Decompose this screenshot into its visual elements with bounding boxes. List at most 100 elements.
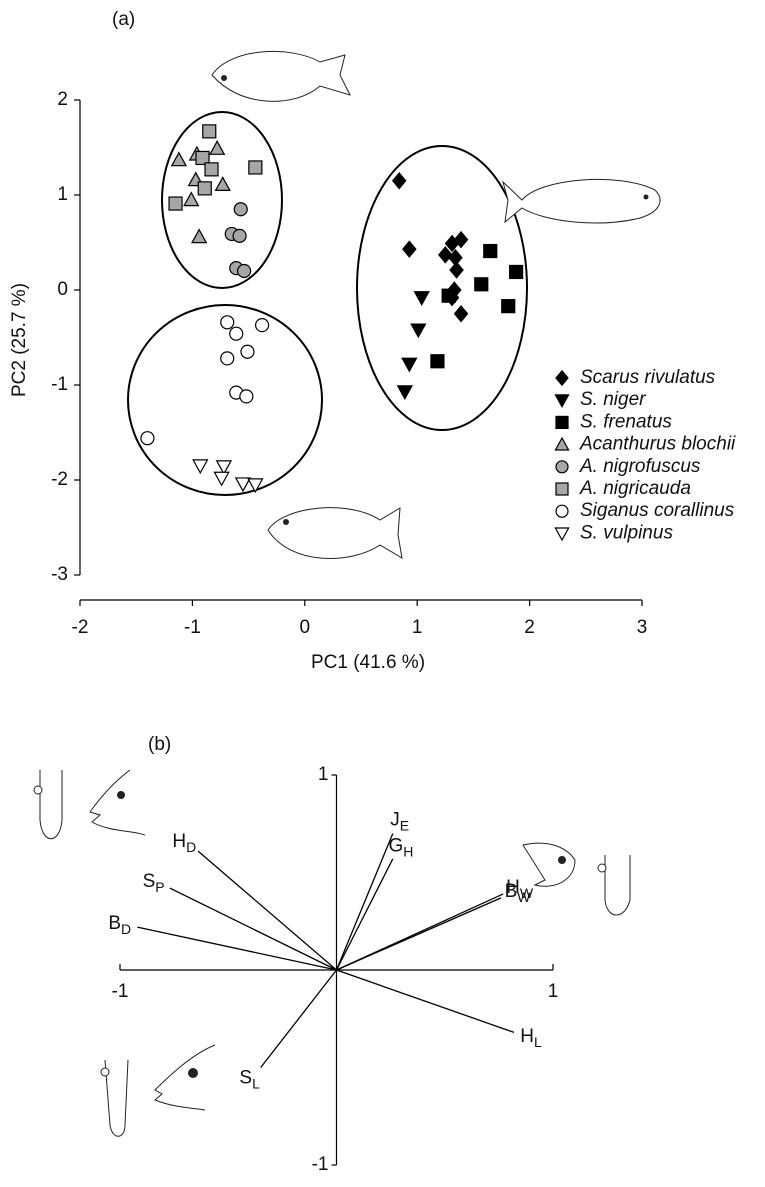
vector-label: GH (388, 835, 413, 859)
fish-icon (268, 508, 402, 559)
legend-item: A. nigricauda (556, 478, 691, 499)
x-tick-label: 1 (548, 981, 559, 1002)
legend-item: S. vulpinus (555, 522, 673, 543)
point (510, 265, 523, 278)
point (233, 229, 246, 242)
vector-name: H (172, 831, 186, 852)
loading-vector (198, 851, 337, 970)
vector-label: HL (520, 1026, 542, 1050)
legend-label: Siganus corallinus (580, 500, 735, 521)
point (415, 292, 429, 305)
point (450, 262, 463, 278)
point (431, 355, 444, 368)
point (475, 278, 488, 291)
point (249, 161, 262, 174)
vector-label: JE (390, 810, 409, 834)
point (193, 460, 207, 473)
point (442, 289, 455, 302)
legend-label: S. vulpinus (580, 522, 673, 543)
legend-marker (556, 461, 568, 473)
point (205, 163, 218, 176)
panel-label: (b) (148, 734, 171, 755)
vector-label: BD (108, 913, 131, 937)
vector-name: G (388, 835, 403, 856)
legend-item: Acanthurus blochii (555, 434, 736, 455)
y-tick-label: 2 (57, 89, 68, 110)
point (238, 265, 251, 278)
vector-name: H (520, 1026, 534, 1047)
vector-subscript: E (400, 817, 409, 833)
loading-vector (261, 970, 337, 1068)
y-tick-label: -3 (51, 564, 68, 585)
vector-name: B (505, 881, 518, 902)
legend-marker (556, 505, 568, 517)
loading-vector (137, 927, 336, 970)
vector-subscript: D (186, 839, 196, 855)
legend-label: Acanthurus blochii (579, 434, 736, 455)
point (172, 153, 186, 166)
vector-label: HD (172, 831, 196, 855)
y-tick-label: -1 (51, 374, 68, 395)
vector-label: SL (239, 1068, 260, 1092)
legend-item: S. niger (555, 389, 646, 410)
legend-marker (556, 416, 568, 428)
point (169, 197, 182, 210)
y-axis-label: PC2 (25.7 %) (9, 283, 30, 397)
legend-marker (556, 371, 568, 385)
y-tick-label: -1 (312, 1154, 329, 1175)
point (240, 390, 253, 403)
y-tick-label: 1 (318, 764, 329, 785)
point (198, 182, 211, 195)
vector-subscript: W (517, 889, 531, 905)
legend-marker (556, 483, 568, 495)
point (484, 245, 497, 258)
point (192, 230, 206, 243)
figure: (a) PC1 (41.6 %) PC2 (25.7 %) (b) -3 -2 -1 (0, 0, 765, 1187)
point (214, 472, 228, 485)
y-tick-label: 1 (57, 184, 68, 205)
fish-icon (212, 51, 350, 101)
point (203, 125, 216, 138)
x-axis-label: PC1 (41.6 %) (311, 652, 425, 673)
y-tick-label: -2 (51, 469, 68, 490)
point (216, 177, 230, 190)
x-tick-label: 2 (524, 617, 535, 638)
vector-name: B (108, 913, 121, 934)
legend-label: A. nigrofuscus (579, 456, 701, 477)
y-tick-label: 0 (57, 279, 68, 300)
legend-marker (555, 528, 568, 540)
point (141, 432, 154, 445)
x-tick-label: 0 (300, 617, 311, 638)
point (256, 319, 269, 332)
point (234, 203, 247, 216)
point (184, 193, 198, 206)
point (241, 345, 254, 358)
fish-head-icon (34, 770, 630, 1136)
legend-item: Scarus rivulatus (556, 367, 716, 388)
legend-item: Siganus corallinus (556, 500, 735, 521)
x-tick-label: -1 (112, 981, 129, 1002)
panel-label: (a) (112, 9, 135, 30)
loading-vector (337, 970, 515, 1032)
legend-item: A. nigrofuscus (556, 456, 701, 477)
x-tick-label: 3 (637, 617, 648, 638)
vector-name: S (239, 1068, 252, 1089)
point (230, 327, 243, 340)
legend-marker (555, 395, 568, 407)
x-tick-label: 1 (412, 617, 423, 638)
point (402, 358, 416, 371)
vector-subscript: L (534, 1034, 542, 1050)
vector-name: S (143, 871, 156, 892)
point (411, 324, 425, 337)
cluster-ellipse (357, 146, 527, 430)
point (248, 479, 262, 492)
legend-label: Scarus rivulatus (580, 367, 716, 388)
vector-label: SP (143, 871, 165, 895)
legend-marker (555, 438, 568, 450)
point (393, 173, 406, 189)
loading-vector (337, 859, 393, 970)
x-tick-label: -2 (72, 617, 89, 638)
point (236, 478, 250, 491)
point (502, 300, 515, 313)
panel-a: (a) PC1 (41.6 %) PC2 (25.7 %) (9, 9, 660, 673)
